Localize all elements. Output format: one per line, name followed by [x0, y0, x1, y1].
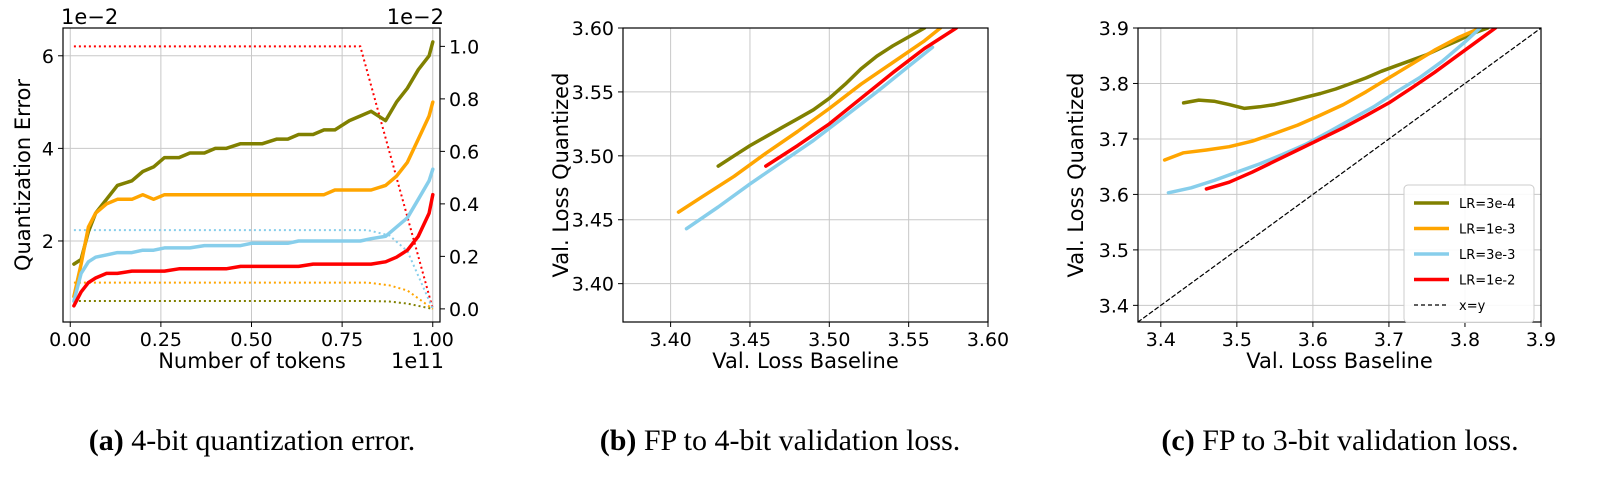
panel-1: 3.40 3.45 3.50 3.55 3.60 3.40 3.45 3.50 3.55 3.60… [549, 18, 1009, 457]
caption-text: FP to 3-bit validation loss. [1195, 424, 1519, 457]
x-tick-label: 3.6 [1298, 329, 1328, 351]
x-axis-label: Number of tokens [158, 349, 346, 373]
y-tick-label: 3.45 [572, 210, 614, 232]
x-tick-label: 3.60 [967, 329, 1009, 351]
panel-caption: (b) FP to 4-bit validation loss. [600, 424, 961, 457]
plot-frame [622, 27, 989, 323]
y2-tick-label: 0.6 [449, 141, 479, 163]
x-tick-label: 0.50 [230, 329, 272, 351]
y2-tick-label: 0.2 [449, 246, 479, 268]
legend: LR=3e-4 LR=1e-3 LR=3e-3 LR=1e-2 x=y [1403, 184, 1535, 323]
y-tick-label: 3.40 [572, 274, 614, 296]
series-line [1138, 28, 1541, 322]
series-line [72, 192, 435, 308]
series-line [764, 28, 959, 168]
x-axis-label: Val. Loss Baseline [712, 349, 899, 373]
y-tick-label: 3.8 [1099, 73, 1129, 95]
x-tick-label: 3.9 [1526, 329, 1556, 351]
series-line [684, 45, 935, 231]
x-tick-label: 3.8 [1450, 329, 1480, 351]
y-tick-label: 3.55 [572, 82, 614, 104]
caption-tag: (a) [89, 424, 124, 457]
series-line [1166, 28, 1482, 195]
y2-tick-label: 1.0 [449, 36, 479, 58]
y-tick-label: 6 [42, 46, 54, 68]
legend-label: LR=3e-3 [1459, 248, 1515, 263]
x-tick-label: 3.50 [808, 329, 850, 351]
plot-frame [1137, 27, 1542, 323]
legend-label: x=y [1459, 299, 1486, 314]
panel-caption: (c) FP to 3-bit validation loss. [1161, 424, 1518, 457]
y-axis-label: Quantization Error [11, 79, 35, 271]
plot-area [676, 28, 959, 231]
y2-tick-label: 0.8 [449, 89, 479, 111]
series-line [1204, 28, 1498, 191]
x-tick-label: 0.00 [49, 329, 91, 351]
x-multiplier-label: 1e11 [391, 349, 444, 373]
y2-tick-label: 0.4 [449, 194, 479, 216]
y-axis-label: Val. Loss Quantized [1064, 73, 1088, 278]
x-tick-label: 3.7 [1374, 329, 1404, 351]
x-tick-label: 0.25 [140, 329, 182, 351]
y2-multiplier-label: 1e−2 [387, 5, 444, 29]
caption-tag: (c) [1161, 424, 1194, 457]
legend-box [1403, 184, 1535, 323]
caption-text: FP to 4-bit validation loss. [636, 424, 960, 457]
panel-0: 0.00 0.25 0.50 0.75 1.00 2 4 6 0.0 0.2 0.4 0.6 0.8 1.… [11, 5, 479, 457]
series-line [1162, 28, 1482, 162]
y-tick-label: 3.6 [1099, 184, 1129, 206]
y-tick-label: 3.4 [1099, 295, 1129, 317]
y-tick-label: 2 [42, 231, 54, 253]
plot-area [72, 40, 435, 310]
series-line [676, 28, 943, 214]
series-line [72, 167, 435, 303]
plot-area [1138, 28, 1541, 322]
panel-2: 3.4 3.5 3.6 3.7 3.8 3.9 3.4 3.5 3.6 3.7 3.8 3.9 Val.… [1064, 18, 1556, 457]
y-tick-label: 3.9 [1099, 18, 1129, 40]
x-tick-label: 1.00 [412, 329, 454, 351]
caption-tag: (b) [600, 424, 637, 457]
y2-tick-label: 0.0 [449, 299, 479, 321]
lr-schedule-line [73, 300, 434, 310]
y-tick-label: 4 [42, 138, 54, 160]
x-tick-label: 3.5 [1222, 329, 1252, 351]
panel-caption: (a) 4-bit quantization error. [89, 424, 416, 457]
lr-schedule-line [73, 281, 434, 310]
y-axis-label: Val. Loss Quantized [549, 73, 573, 278]
y-tick-label: 3.5 [1099, 240, 1129, 262]
y-multiplier-label: 1e−2 [61, 5, 118, 29]
x-tick-label: 3.40 [649, 329, 691, 351]
legend-label: LR=3e-4 [1459, 197, 1515, 212]
x-tick-label: 0.75 [321, 329, 363, 351]
legend-label: LR=1e-2 [1459, 274, 1515, 289]
x-tick-label: 3.4 [1146, 329, 1176, 351]
caption-text: 4-bit quantization error. [124, 424, 416, 457]
series-line [72, 100, 435, 299]
x-axis-label: Val. Loss Baseline [1246, 349, 1433, 373]
y-tick-label: 3.60 [572, 18, 614, 40]
lr-schedule-line [73, 45, 434, 310]
x-tick-label: 3.55 [887, 329, 929, 351]
legend-label: LR=1e-3 [1459, 223, 1515, 238]
series-line [716, 28, 927, 168]
x-tick-label: 3.45 [729, 329, 771, 351]
y-tick-label: 3.50 [572, 146, 614, 168]
y-tick-label: 3.7 [1099, 129, 1129, 151]
series-line [72, 40, 435, 266]
